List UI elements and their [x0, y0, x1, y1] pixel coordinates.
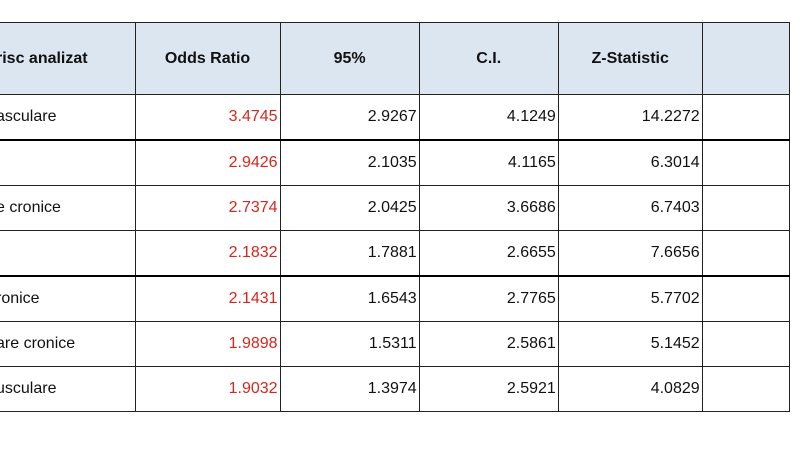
- table-row: e cronice 2.7374 2.0425 3.6686 6.7403: [0, 185, 791, 231]
- row-cut-off-cell: [701, 139, 791, 186]
- row-ci-high: 2.5861: [418, 321, 559, 367]
- table-row: usculare 1.9032 1.3974 2.5921 4.0829: [0, 366, 791, 412]
- row-z-statistic: 14.2272: [557, 94, 703, 141]
- table-viewport: risc analizat Odds Ratio 95% C.I. Z-Stat…: [0, 22, 800, 412]
- row-risk-name: ronice: [0, 275, 136, 322]
- row-odds-ratio: 1.9032: [134, 366, 281, 412]
- row-ci-low: 2.0425: [279, 185, 420, 231]
- table-row: asculare 3.4745 2.9267 4.1249 14.2272: [0, 94, 791, 141]
- row-ci-high: 4.1165: [418, 139, 559, 186]
- row-risk-name: [0, 230, 136, 277]
- row-ci-low: 1.7881: [279, 230, 420, 277]
- row-odds-ratio: 2.7374: [134, 185, 281, 231]
- row-ci-high: 4.1249: [418, 94, 559, 141]
- row-ci-high: 2.6655: [418, 230, 559, 277]
- row-ci-high: 2.7765: [418, 275, 559, 322]
- row-risk-name: are cronice: [0, 321, 136, 367]
- row-z-statistic: 5.1452: [557, 321, 703, 367]
- header-95-percent: 95%: [279, 22, 420, 95]
- header-cut-off: [701, 22, 791, 95]
- table-row: 2.9426 2.1035 4.1165 6.3014: [0, 139, 791, 186]
- header-risk-factor: risc analizat: [0, 22, 136, 95]
- row-ci-low: 1.3974: [279, 366, 420, 412]
- row-cut-off-cell: [701, 321, 791, 367]
- header-ci: C.I.: [418, 22, 559, 95]
- table-row: are cronice 1.9898 1.5311 2.5861 5.1452: [0, 321, 791, 367]
- row-z-statistic: 6.7403: [557, 185, 703, 231]
- row-cut-off-cell: [701, 366, 791, 412]
- row-ci-low: 1.5311: [279, 321, 420, 367]
- row-cut-off-cell: [701, 94, 791, 141]
- row-ci-low: 2.9267: [279, 94, 420, 141]
- row-z-statistic: 4.0829: [557, 366, 703, 412]
- row-risk-name: [0, 139, 136, 186]
- row-risk-name: asculare: [0, 94, 136, 141]
- row-z-statistic: 7.6656: [557, 230, 703, 277]
- row-ci-low: 2.1035: [279, 139, 420, 186]
- row-cut-off-cell: [701, 185, 791, 231]
- header-z-statistic: Z-Statistic: [557, 22, 703, 95]
- table-row: 2.1832 1.7881 2.6655 7.6656: [0, 230, 791, 277]
- row-cut-off-cell: [701, 275, 791, 322]
- row-ci-high: 3.6686: [418, 185, 559, 231]
- row-ci-high: 2.5921: [418, 366, 559, 412]
- table-row: ronice 2.1431 1.6543 2.7765 5.7702: [0, 275, 791, 322]
- header-odds-ratio: Odds Ratio: [134, 22, 281, 95]
- row-ci-low: 1.6543: [279, 275, 420, 322]
- row-odds-ratio: 2.1832: [134, 230, 281, 277]
- row-odds-ratio: 2.9426: [134, 139, 281, 186]
- row-odds-ratio: 1.9898: [134, 321, 281, 367]
- row-z-statistic: 5.7702: [557, 275, 703, 322]
- row-z-statistic: 6.3014: [557, 139, 703, 186]
- row-risk-name: usculare: [0, 366, 136, 412]
- header-row: risc analizat Odds Ratio 95% C.I. Z-Stat…: [0, 22, 791, 95]
- row-odds-ratio: 2.1431: [134, 275, 281, 322]
- row-risk-name: e cronice: [0, 185, 136, 231]
- odds-ratio-table: risc analizat Odds Ratio 95% C.I. Z-Stat…: [0, 22, 791, 412]
- row-cut-off-cell: [701, 230, 791, 277]
- row-odds-ratio: 3.4745: [134, 94, 281, 141]
